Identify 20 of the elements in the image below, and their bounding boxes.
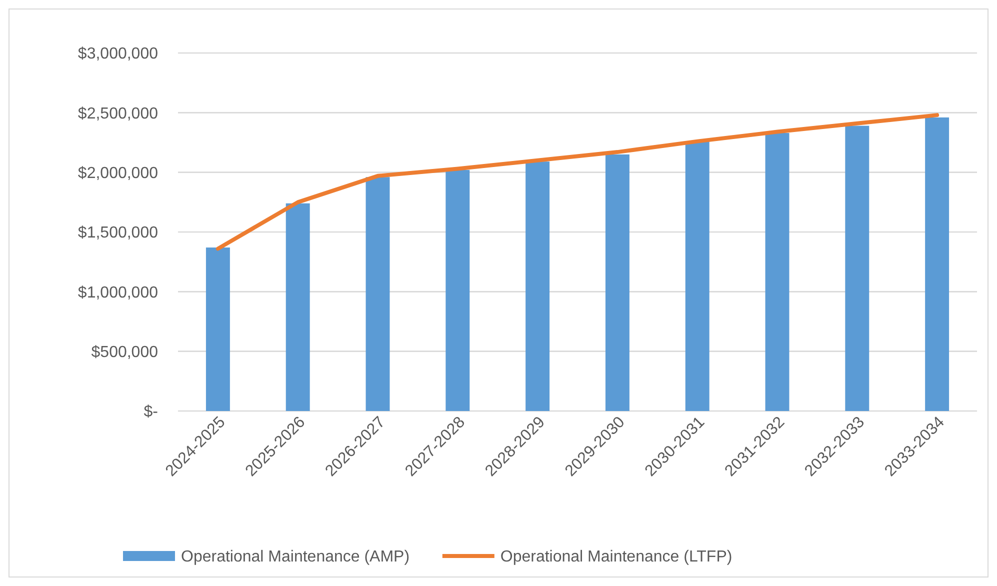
bar — [765, 132, 790, 411]
legend-label: Operational Maintenance (AMP) — [181, 548, 410, 566]
bar — [925, 117, 950, 411]
legend-label: Operational Maintenance (LTFP) — [500, 548, 732, 566]
y-tick-label: $1,500,000 — [78, 224, 158, 242]
bar — [446, 170, 470, 411]
bar — [366, 177, 390, 411]
y-tick-label: $1,000,000 — [78, 284, 158, 302]
bar — [845, 126, 870, 411]
y-tick-label: $500,000 — [91, 344, 158, 361]
y-tick-label: $2,000,000 — [78, 164, 158, 182]
y-tick-label: $- — [144, 404, 158, 421]
y-tick-label: $2,500,000 — [78, 105, 158, 122]
bar — [206, 248, 230, 411]
y-tick-label: $3,000,000 — [78, 46, 158, 63]
line-series — [216, 113, 940, 251]
bar — [685, 141, 710, 411]
bar — [605, 154, 630, 411]
bar — [286, 203, 310, 411]
bar — [526, 162, 550, 411]
